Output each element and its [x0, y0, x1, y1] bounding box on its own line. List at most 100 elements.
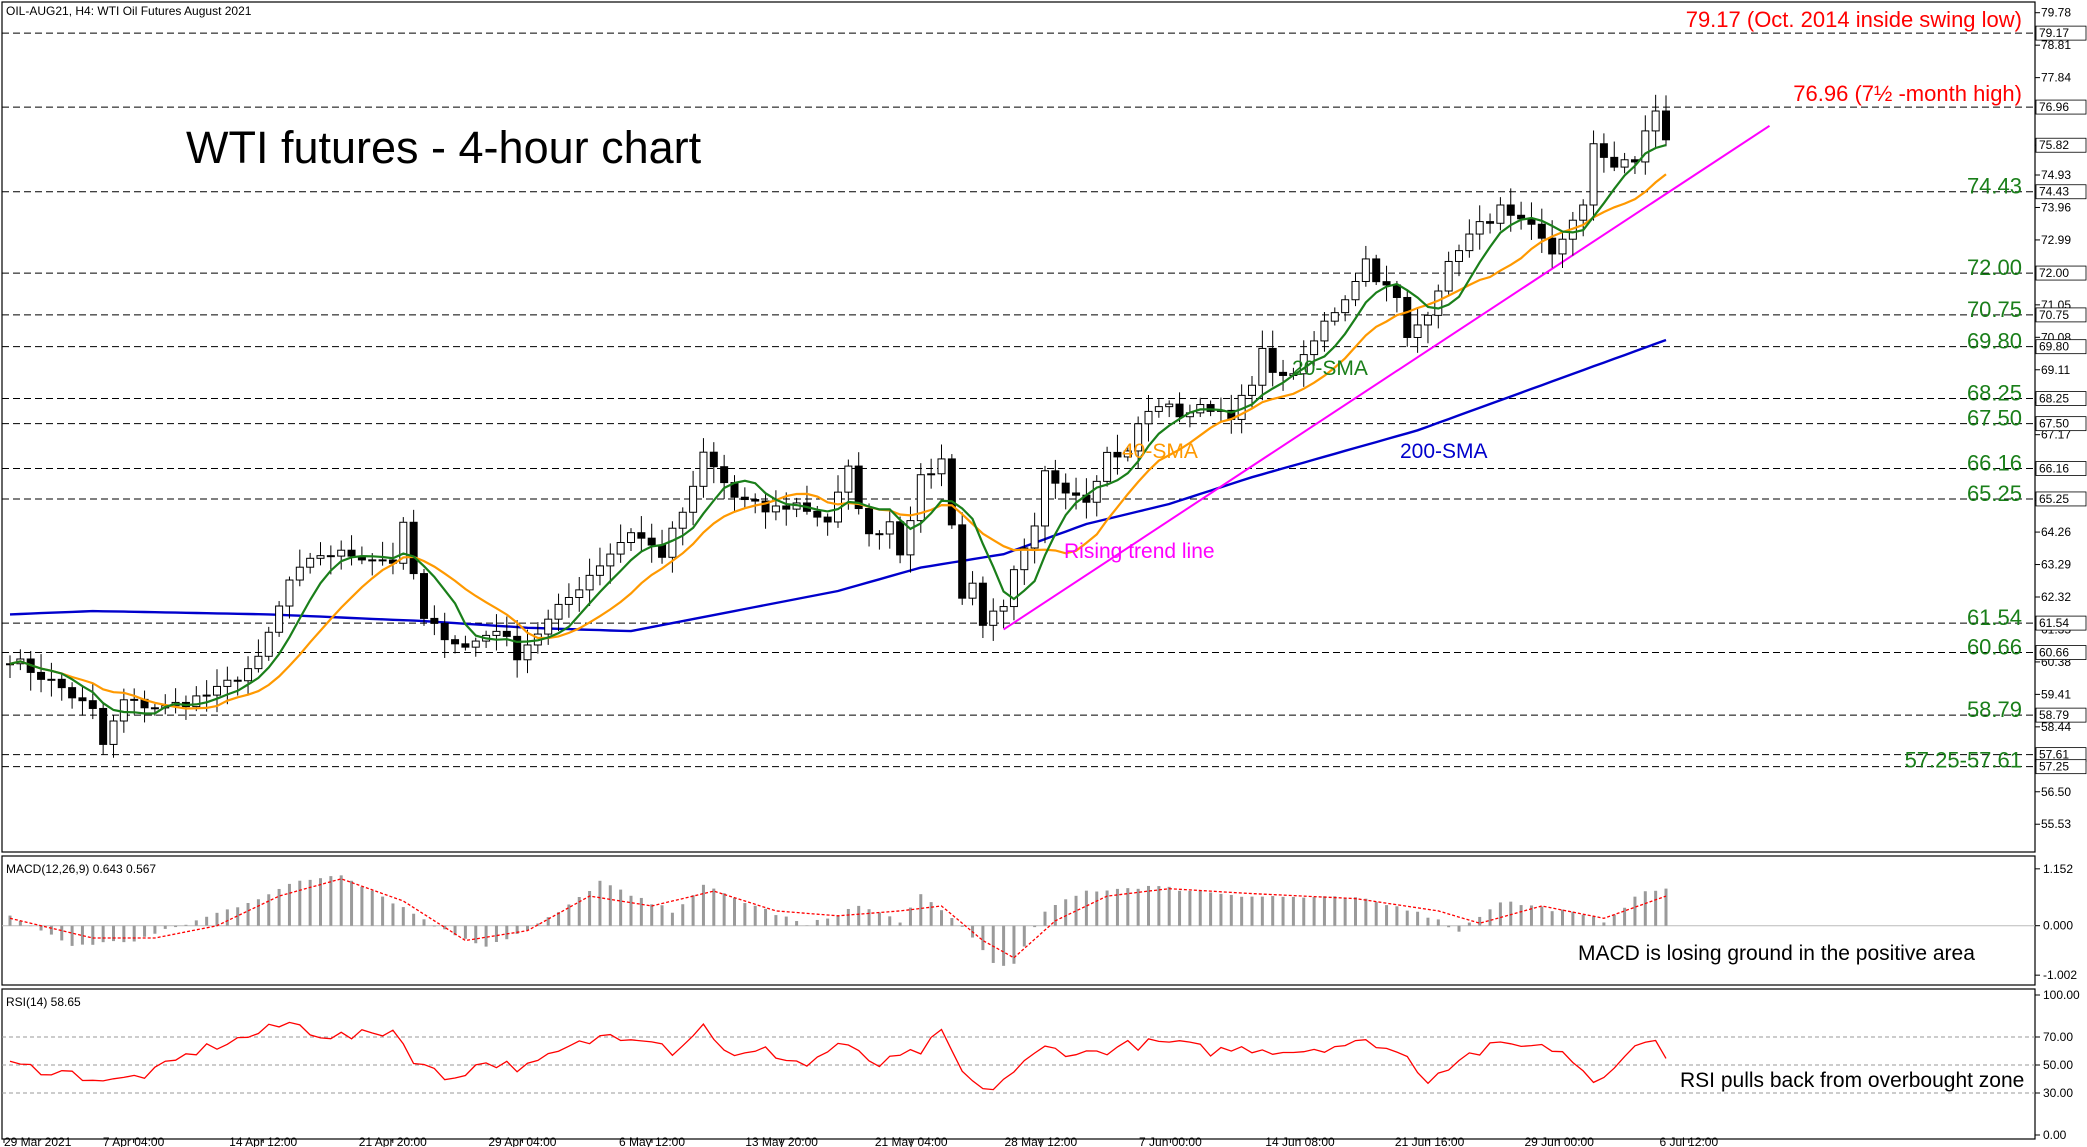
candle-body-94 [978, 582, 987, 626]
candle-body-102 [1061, 482, 1070, 494]
candle-body-14 [150, 707, 159, 710]
level-label-13: 57.25-57.61 [1905, 748, 2022, 773]
candle-body-113 [1175, 403, 1184, 418]
candle-body-26 [275, 605, 284, 633]
candle-body-4 [47, 678, 56, 681]
price-tag-label-15: 57.25 [2039, 760, 2069, 774]
time-tick-label-9: 7 Jun 00:00 [1139, 1135, 1202, 1147]
level-label-5: 69.80 [1967, 329, 2022, 354]
symbol-label: OIL-AUG21, H4: WTI Oil Futures August 20… [6, 4, 252, 18]
price-tag-label-14: 57.61 [2039, 748, 2069, 762]
time-tick-label-13: 6 Jul 12:00 [1659, 1135, 1718, 1147]
price-tag-label-5: 70.75 [2039, 308, 2069, 322]
price-tag-label-9: 66.16 [2039, 461, 2069, 475]
candle-body-27 [285, 579, 294, 607]
candle-body-60 [627, 532, 635, 544]
chart-title: WTI futures - 4-hour chart [186, 122, 702, 173]
candle-body-88 [916, 474, 925, 522]
candle-body-28 [295, 566, 304, 581]
level-label-0: 79.17 (Oct. 2014 inside swing low) [1686, 7, 2022, 32]
rsi-tick-label-4: 0.00 [2043, 1128, 2067, 1142]
macd-panel-frame [1, 855, 2036, 986]
candle-body-62 [647, 537, 656, 546]
candle-body-98 [1020, 547, 1029, 571]
candle-body-78 [813, 510, 822, 518]
candle-body-41 [430, 617, 439, 624]
candle-body-48 [502, 630, 511, 637]
rsi-axis: 100.00 70.00 50.00 30.00 0.00 [2035, 988, 2080, 1142]
price-tag-box-8 [2035, 416, 2087, 432]
macd-tick-label-1: 0.000 [2043, 919, 2073, 933]
price-tick-label-6: 72.99 [2041, 233, 2071, 247]
candle-body-120 [1248, 384, 1256, 396]
rsi-tick-label-2: 50.00 [2043, 1058, 2073, 1072]
level-label-6: 68.25 [1967, 381, 2022, 406]
macd-tick-label-2: -1.002 [2043, 968, 2077, 982]
candle-body-103 [1072, 492, 1081, 496]
candle-body-33 [347, 549, 356, 557]
candle-body-49 [513, 635, 522, 661]
macd-signal-line [9, 878, 1667, 959]
candle-body-109 [1134, 423, 1143, 452]
candle-body-87 [906, 520, 915, 556]
candle-body-21 [223, 679, 232, 687]
candle-body-138 [1434, 290, 1443, 316]
candle-body-107 [1113, 451, 1122, 458]
price-tag-box-15 [2035, 759, 2087, 775]
price-tag-box-1 [2035, 99, 2087, 115]
macd-annotation: MACD is losing ground in the positive ar… [1578, 942, 1975, 965]
candle-body-38 [399, 521, 408, 564]
candle-body-156 [1620, 159, 1629, 168]
rsi-annotation: RSI pulls back from overbought zone [1680, 1069, 2024, 1092]
candle-body-20 [213, 685, 221, 696]
level-label-9: 65.25 [1967, 481, 2022, 506]
candle-body-43 [451, 639, 460, 645]
candle-body-145 [1506, 204, 1515, 216]
price-tag-box-3 [2035, 184, 2087, 200]
trend-line-annotation: Rising trend line [1064, 540, 1215, 563]
candle-body-139 [1444, 260, 1453, 292]
price-tag-label-0: 79.17 [2039, 26, 2069, 40]
candle-body-29 [306, 557, 315, 568]
rsi-title: RSI(14) 58.65 [6, 995, 81, 1009]
candle-body-133 [1382, 281, 1391, 286]
candle-body-52 [544, 618, 553, 635]
price-tag-label-12: 60.66 [2039, 646, 2069, 660]
candle-body-59 [616, 542, 625, 555]
candle-body-153 [1589, 143, 1598, 206]
candle-body-36 [378, 559, 387, 562]
candle-body-53 [554, 603, 563, 620]
candle-body-143 [1486, 221, 1495, 224]
candle-body-56 [585, 574, 594, 591]
candle-body-84 [875, 533, 884, 536]
price-tag-label-6: 69.80 [2039, 340, 2069, 354]
candle-body-45 [471, 640, 480, 648]
price-tag-label-10: 65.25 [2039, 492, 2069, 506]
price-tag-box-6 [2035, 339, 2087, 355]
candle-body-3 [37, 671, 46, 680]
candle-body-8 [88, 700, 97, 709]
candle-body-24 [254, 655, 263, 670]
sma200-line [9, 338, 1667, 633]
candle-body-150 [1558, 238, 1567, 255]
candle-body-158 [1641, 130, 1650, 163]
candle-body-25 [264, 631, 273, 657]
time-tick-label-11: 21 Jun 16:00 [1395, 1135, 1465, 1147]
candle-body-68 [709, 451, 718, 468]
candle-body-116 [1206, 404, 1215, 412]
candle-body-112 [1165, 403, 1174, 408]
price-tag-label-7: 68.25 [2039, 392, 2069, 406]
level-label-2: 74.43 [1967, 174, 2022, 199]
candle-body-105 [1092, 480, 1101, 503]
rsi-tick-label-3: 30.00 [2043, 1086, 2073, 1100]
price-tick-label-11: 67.17 [2041, 428, 2071, 442]
candle-body-123 [1279, 371, 1288, 376]
price-tag-box-2 [2035, 137, 2087, 153]
price-tag-box-5 [2035, 307, 2087, 323]
candle-body-47 [492, 630, 501, 636]
level-label-3: 72.00 [1967, 255, 2022, 280]
candle-body-55 [575, 589, 584, 598]
macd-title: MACD(12,26,9) 0.643 0.567 [6, 862, 156, 876]
candle-body-42 [440, 622, 449, 641]
candle-body-140 [1455, 250, 1463, 262]
